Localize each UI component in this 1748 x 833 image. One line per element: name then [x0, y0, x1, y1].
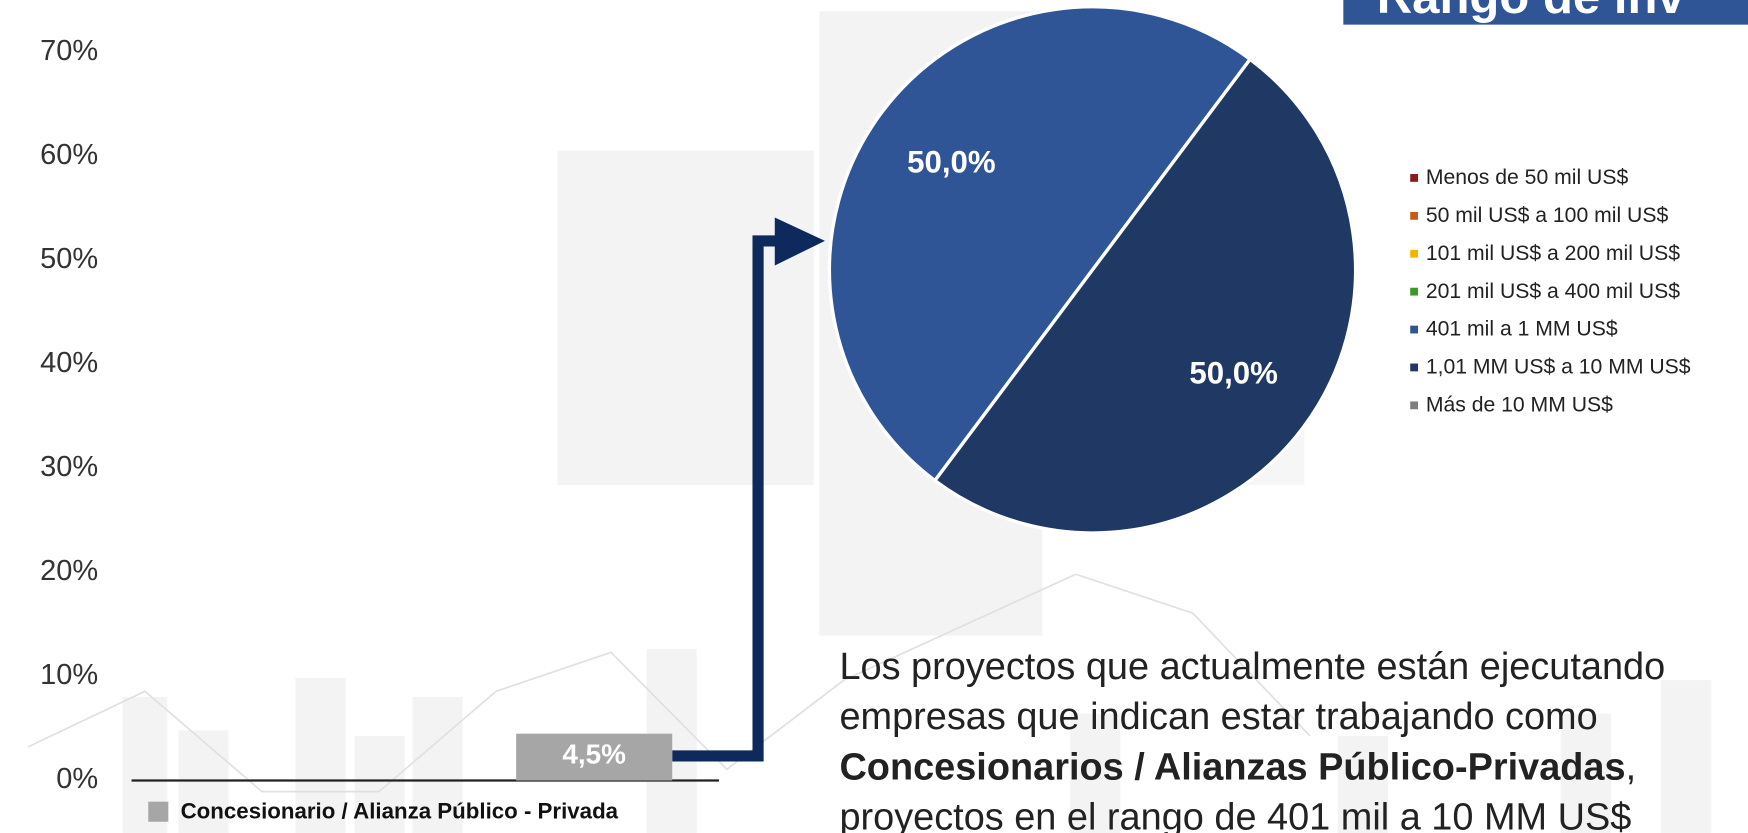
y-tick-label: 60%: [40, 139, 98, 171]
y-tick-label: 40%: [40, 347, 98, 379]
legend-swatch: [1410, 174, 1419, 182]
slice-label: 50,0%: [907, 145, 995, 180]
pie-slice: [827, 5, 1253, 483]
y-tick-label: 70%: [40, 35, 98, 67]
legend-label: Concesionario / Alianza Público - Privad…: [181, 799, 619, 824]
y-tick-label: 10%: [40, 659, 98, 691]
connector-arrow: [672, 235, 781, 762]
legend-swatch: [148, 801, 169, 822]
legend-label: 101 mil US$ a 200 mil US$: [1426, 242, 1680, 265]
legend-swatch: [1410, 249, 1419, 258]
pie-slice: [932, 56, 1358, 535]
paragraph-line: Concesionarios / Alianzas Público-Privad…: [839, 746, 1636, 788]
legend-swatch: [1410, 287, 1419, 296]
legend-swatch: [1410, 211, 1419, 220]
legend-label: Más de 10 MM US$: [1426, 394, 1613, 417]
paragraph-line: Los proyectos que actualmente están ejec…: [839, 646, 1665, 688]
legend-swatch: [1410, 401, 1419, 410]
y-tick-label: 30%: [40, 451, 98, 483]
paragraph-line: empresas que indican estar trabajando co…: [839, 696, 1597, 738]
slice-label: 50,0%: [1189, 356, 1277, 391]
legend-label: 1,01 MM US$ a 10 MM US$: [1426, 356, 1691, 379]
legend-swatch: [1410, 325, 1419, 334]
legend-label: 201 mil US$ a 400 mil US$: [1426, 280, 1680, 303]
arrow-head: [774, 217, 825, 266]
bar: [516, 733, 673, 781]
paragraph-line: proyectos en el rango de 401 mil a 10 MM…: [839, 797, 1631, 833]
bar-value-label: 4,5%: [562, 738, 626, 769]
banner-title: Rango de inv: [1377, 0, 1686, 24]
banner-bg: [1343, 0, 1748, 25]
legend-swatch: [1410, 363, 1419, 372]
y-tick-label: 20%: [40, 555, 98, 587]
y-tick-label: 50%: [40, 243, 98, 275]
paragraph-bold: Concesionarios / Alianzas Público-Privad…: [839, 746, 1625, 788]
legend-label: 50 mil US$ a 100 mil US$: [1426, 204, 1669, 227]
y-tick-label: 0%: [56, 763, 98, 795]
paragraph-text: ,: [1626, 746, 1637, 788]
legend-label: 401 mil a 1 MM US$: [1426, 318, 1618, 341]
legend-label: Menos de 50 mil US$: [1426, 166, 1629, 189]
